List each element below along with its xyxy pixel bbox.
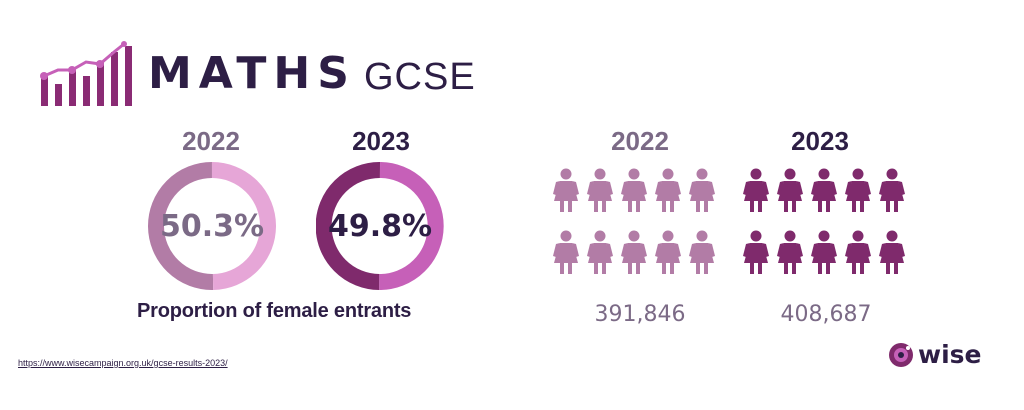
female-person-icon-2022-7 (587, 230, 613, 274)
pictogram-year-label-2023: 2023 (791, 126, 849, 156)
female-person-icon-2022-10 (689, 230, 715, 274)
logo-bars (41, 46, 132, 106)
page-title: MATHS (148, 48, 356, 99)
donut-value-label-2022: 50.3% (159, 208, 265, 244)
female-person-icon-2023-4 (845, 168, 871, 212)
pictogram-2023 (743, 168, 905, 274)
female-person-icon-2023-5 (879, 168, 905, 212)
source-link[interactable]: https://www.wisecampaign.org.uk/gcse-res… (18, 358, 228, 368)
female-person-icon-2022-4 (655, 168, 681, 212)
female-person-icon-2023-6 (743, 230, 769, 274)
female-person-icon-2022-6 (553, 230, 579, 274)
female-person-icon-2022-9 (655, 230, 681, 274)
female-person-icon-2023-2 (777, 168, 803, 212)
donut-slice-2023-female (315, 161, 381, 290)
female-person-icon-2023-7 (777, 230, 803, 274)
pictogram-count-2023: 408,687 (780, 302, 872, 327)
donut-chart-2022: 50.3% (148, 162, 276, 290)
donut-value-label-2023: 49.8% (327, 208, 433, 244)
donut-chart-2023: 49.8% (315, 161, 444, 291)
female-person-icon-2022-8 (621, 230, 647, 274)
female-person-icon-2023-9 (845, 230, 871, 274)
page-subtitle: GCSE (364, 56, 476, 98)
pictogram-count-2022: 391,846 (594, 302, 686, 327)
pictogram-year-label-2022: 2022 (611, 126, 669, 156)
donut-year-label-2022: 2022 (182, 126, 240, 156)
donut-year-label-2023: 2023 (352, 126, 410, 156)
donut-slice-2022-female (148, 162, 214, 290)
wise-logo: wise (888, 342, 982, 372)
female-person-icon-2023-8 (811, 230, 837, 274)
donut-caption: Proportion of female entrants (137, 300, 412, 322)
female-person-icon-2022-3 (621, 168, 647, 212)
female-person-icon-2023-1 (743, 168, 769, 212)
female-person-icon-2023-10 (879, 230, 905, 274)
female-person-icon-2022-5 (689, 168, 715, 212)
wise-brand-text: wise (918, 340, 982, 369)
donut-slice-2023-rest (379, 162, 444, 291)
donut-svg-2022 (148, 162, 276, 290)
wise-mark-icon (889, 343, 913, 367)
female-person-icon-2022-1 (553, 168, 579, 212)
donut-svg-2023 (315, 161, 444, 291)
female-person-icon-2022-2 (587, 168, 613, 212)
bar-chart-logo-icon (40, 41, 132, 106)
female-person-icon-2023-3 (811, 168, 837, 212)
pictogram-2022 (553, 168, 715, 274)
donut-slice-2022-rest (211, 162, 276, 290)
